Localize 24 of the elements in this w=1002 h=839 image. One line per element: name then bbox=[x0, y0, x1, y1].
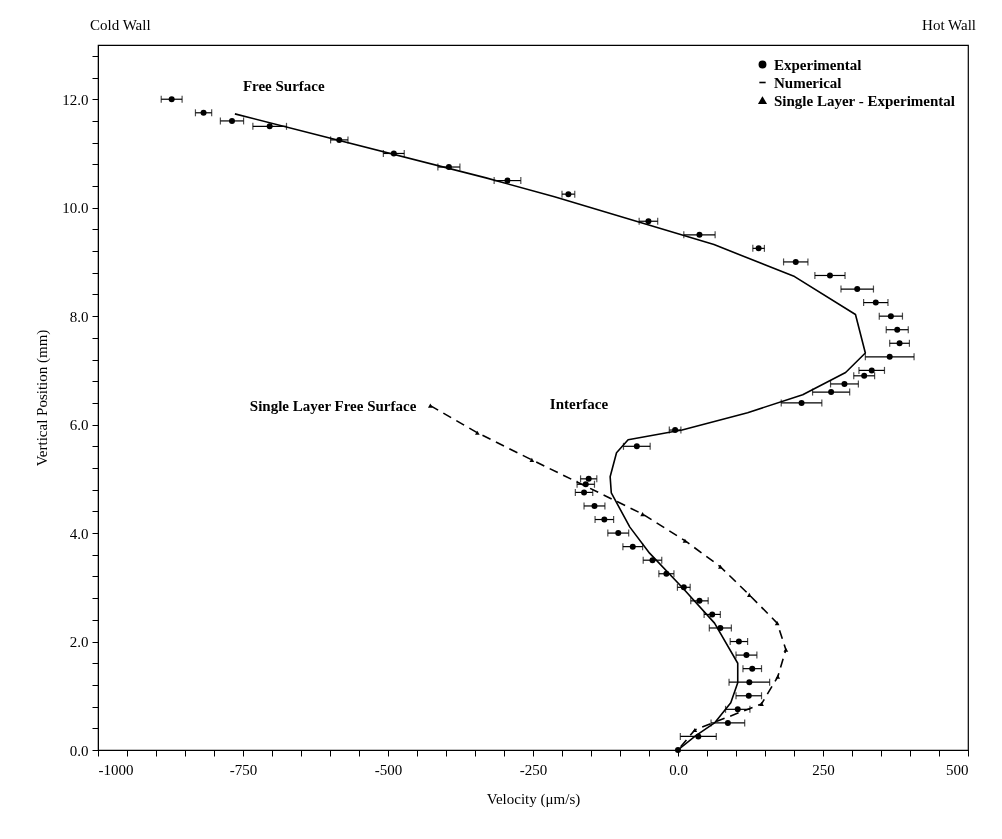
legend-label: Single Layer - Experimental bbox=[774, 92, 955, 109]
y-axis-title: Vertical Position (mm) bbox=[34, 329, 52, 467]
annotation: Interface bbox=[549, 395, 609, 412]
x-tick-label: -500 bbox=[374, 761, 403, 778]
y-tick-label: 6.0 bbox=[69, 417, 89, 434]
x-tick-label: 500 bbox=[946, 761, 969, 778]
x-tick-label: 250 bbox=[812, 761, 835, 778]
y-tick-label: 2.0 bbox=[69, 634, 89, 651]
text: Cold Wall bbox=[90, 17, 151, 33]
legend-label: Experimental bbox=[774, 56, 862, 73]
x-axis-title: Velocity (μm/s) bbox=[486, 790, 581, 808]
y-tick-label: 8.0 bbox=[69, 308, 89, 325]
y-tick-label: 0.0 bbox=[69, 742, 89, 759]
x-tick-label: -250 bbox=[519, 761, 548, 778]
y-tick-label: 12.0 bbox=[62, 91, 89, 108]
text: Hot Wall bbox=[922, 17, 976, 33]
y-tick-label: 10.0 bbox=[62, 200, 89, 217]
y-tick-label: 4.0 bbox=[69, 525, 89, 542]
annotation: Free Surface bbox=[242, 77, 325, 94]
x-tick-label: -750 bbox=[229, 761, 258, 778]
annotation: Single Layer Free Surface bbox=[249, 397, 417, 414]
x-tick-label: 0.0 bbox=[669, 761, 688, 778]
x-tick-label: -1000 bbox=[98, 761, 134, 778]
legend-label: Numerical bbox=[774, 74, 842, 91]
